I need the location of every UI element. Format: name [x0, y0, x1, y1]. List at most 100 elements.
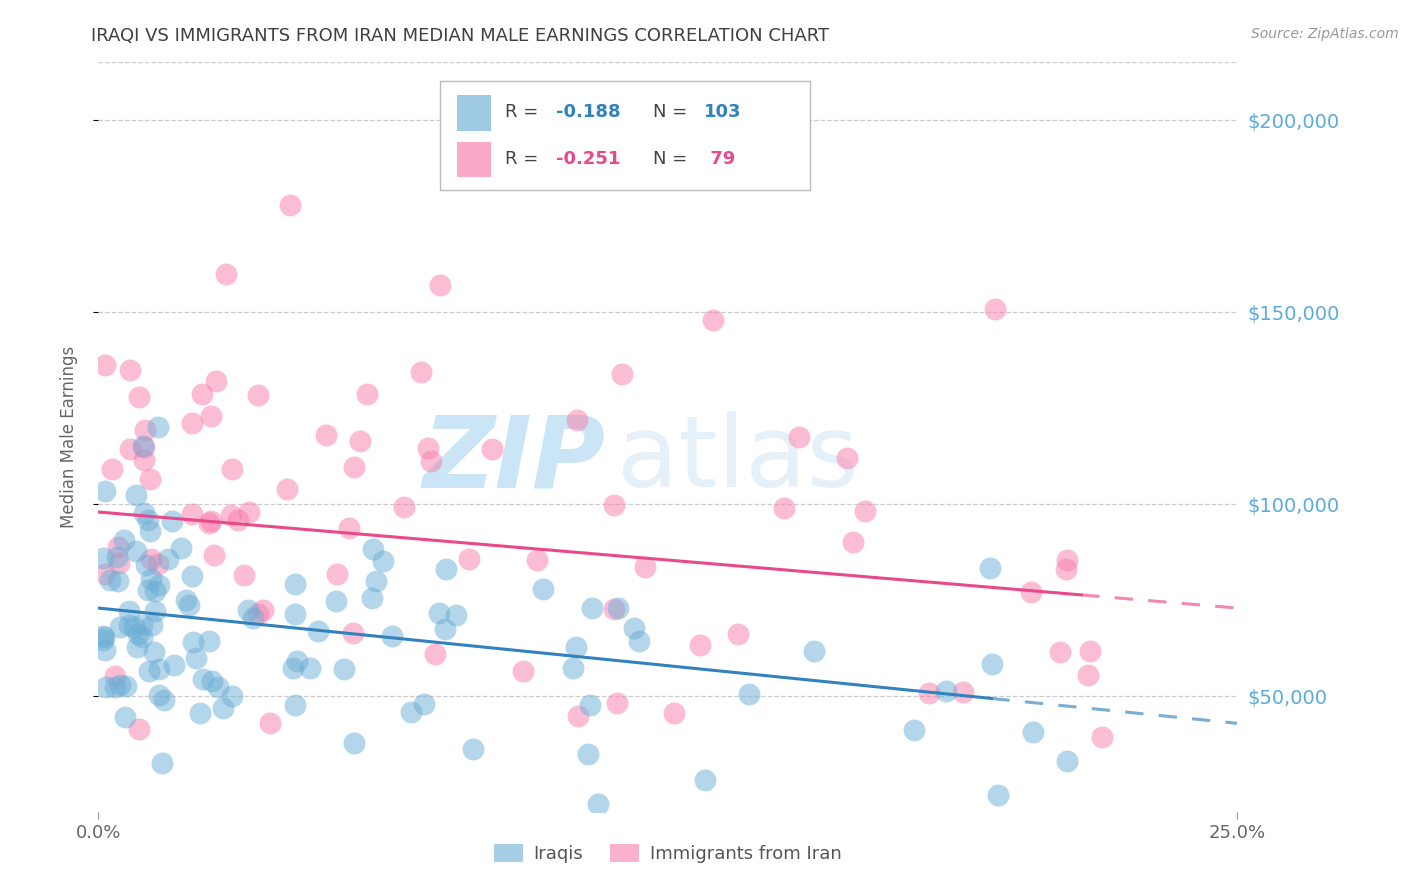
Point [128, 390, 150, 404]
Point [114, 710, 136, 724]
Text: atlas: atlas [617, 411, 858, 508]
Point [602, 498, 624, 512]
Text: R =: R = [505, 103, 544, 121]
Point [603, 601, 626, 615]
Text: 79: 79 [704, 150, 735, 168]
Point [93, 630, 115, 644]
Point [125, 488, 148, 502]
Point [413, 697, 436, 711]
Point [481, 442, 503, 457]
Point [131, 631, 153, 645]
Point [132, 453, 155, 467]
Point [132, 506, 155, 520]
Point [356, 387, 378, 401]
Point [94, 567, 117, 582]
Point [984, 301, 1007, 316]
Point [433, 622, 456, 636]
Point [325, 566, 347, 581]
Point [246, 388, 269, 402]
Point [98, 573, 121, 587]
Point [287, 654, 309, 668]
Point [112, 533, 135, 547]
Text: Source: ZipAtlas.com: Source: ZipAtlas.com [1251, 27, 1399, 41]
Point [143, 584, 166, 599]
Point [610, 367, 633, 381]
Point [903, 723, 925, 738]
Point [987, 788, 1010, 802]
Point [727, 627, 749, 641]
Point [461, 742, 484, 756]
Point [125, 640, 148, 655]
Point [131, 618, 153, 632]
Text: N =: N = [652, 150, 693, 168]
Point [138, 472, 160, 486]
Point [181, 508, 204, 522]
Point [423, 647, 446, 661]
Text: -0.251: -0.251 [557, 150, 620, 168]
Point [526, 553, 548, 567]
Point [118, 604, 141, 618]
Point [110, 678, 132, 692]
Text: 103: 103 [704, 103, 742, 121]
Point [122, 619, 145, 633]
Point [1077, 668, 1099, 682]
Point [136, 513, 159, 527]
Point [201, 674, 224, 689]
Point [148, 578, 170, 592]
Point [142, 645, 165, 659]
Point [242, 610, 264, 624]
Point [623, 621, 645, 635]
Point [1091, 730, 1114, 744]
Point [853, 504, 876, 518]
Point [202, 548, 225, 562]
Point [1019, 585, 1042, 599]
Point [180, 569, 202, 583]
Point [146, 557, 169, 571]
Point [325, 594, 347, 608]
Point [1054, 562, 1077, 576]
Point [371, 554, 394, 568]
Point [246, 607, 269, 621]
Point [446, 607, 468, 622]
Point [170, 541, 193, 555]
Point [702, 313, 724, 327]
Point [628, 634, 651, 648]
Point [607, 600, 630, 615]
Point [531, 582, 554, 596]
Text: -0.188: -0.188 [557, 103, 621, 121]
Point [128, 723, 150, 737]
Point [127, 627, 149, 641]
Point [586, 797, 609, 811]
Point [125, 544, 148, 558]
Point [381, 629, 404, 643]
Point [200, 514, 222, 528]
Point [420, 453, 443, 467]
Point [105, 550, 128, 565]
Point [835, 451, 858, 466]
Point [148, 662, 170, 676]
Point [252, 603, 274, 617]
Point [134, 423, 156, 437]
Point [803, 644, 825, 658]
Point [152, 692, 174, 706]
Point [198, 633, 221, 648]
Point [219, 508, 242, 523]
Point [108, 556, 131, 570]
Point [104, 680, 127, 694]
Point [315, 428, 337, 442]
Point [120, 363, 142, 377]
Point [562, 661, 585, 675]
Point [91, 551, 114, 566]
Point [91, 628, 114, 642]
Point [392, 500, 415, 514]
Text: ZIP: ZIP [422, 411, 605, 508]
Point [141, 618, 163, 632]
Point [1056, 553, 1078, 567]
Point [299, 661, 322, 675]
Text: R =: R = [505, 150, 544, 168]
Point [1056, 755, 1078, 769]
Point [136, 583, 159, 598]
Point [115, 679, 138, 693]
Point [284, 698, 307, 712]
Point [284, 577, 307, 591]
